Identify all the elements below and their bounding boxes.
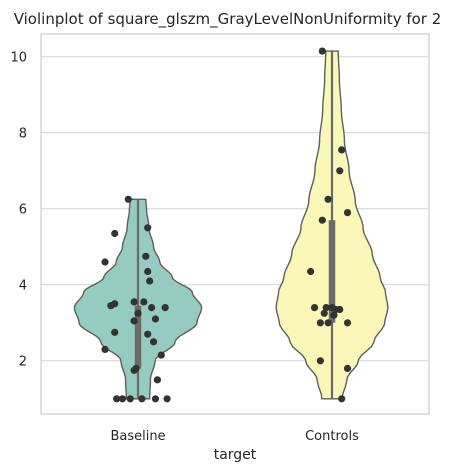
x-tick-label: Baseline — [110, 429, 165, 444]
data-point — [153, 376, 161, 384]
data-point — [130, 298, 138, 306]
data-point — [307, 267, 315, 276]
data-point — [146, 277, 154, 285]
data-point — [107, 302, 115, 310]
data-point — [318, 216, 326, 224]
y-tick-label: 2 — [19, 354, 27, 369]
data-point — [343, 319, 352, 327]
x-tick-label: Controls — [305, 429, 359, 444]
chart-title: Violinplot of square_glszm_GrayLevelNonU… — [14, 10, 442, 29]
data-point — [343, 209, 352, 217]
y-tick-label: 8 — [19, 126, 27, 141]
data-point — [157, 351, 165, 359]
y-tick-label: 6 — [19, 202, 27, 217]
data-point — [144, 267, 152, 276]
data-point — [310, 304, 319, 312]
data-point — [324, 319, 332, 327]
tick-labels: 2 4 6 8 10 Baseline Controls — [10, 50, 359, 444]
data-point — [130, 366, 138, 374]
data-point — [318, 47, 326, 55]
data-point — [101, 345, 109, 353]
data-point — [161, 304, 169, 312]
data-point — [124, 195, 132, 203]
data-point — [316, 357, 324, 365]
data-point — [343, 364, 352, 372]
data-point — [151, 395, 160, 403]
data-point — [320, 309, 328, 317]
data-point — [142, 252, 150, 260]
data-point — [147, 304, 156, 312]
data-point — [111, 328, 119, 336]
data-point — [134, 309, 142, 317]
violins — [73, 50, 389, 400]
data-point — [316, 319, 324, 327]
data-point — [144, 224, 152, 232]
data-point — [322, 304, 330, 312]
data-point — [338, 146, 346, 154]
y-tick-label: 10 — [10, 50, 27, 65]
data-point — [163, 395, 171, 403]
data-point — [324, 195, 332, 203]
data-point — [130, 317, 138, 325]
y-tick-label: 4 — [19, 278, 27, 293]
data-point — [138, 395, 146, 403]
data-points — [101, 47, 352, 403]
data-point — [151, 315, 160, 323]
data-point — [336, 305, 344, 314]
data-point — [101, 258, 109, 266]
data-point — [118, 395, 127, 403]
data-point — [336, 167, 344, 175]
plot-frame — [40, 33, 430, 415]
data-point — [338, 395, 346, 403]
data-point — [330, 311, 338, 319]
data-point — [140, 298, 148, 306]
data-point — [149, 338, 158, 346]
data-point — [144, 330, 152, 338]
data-point — [113, 395, 121, 403]
data-point — [111, 229, 119, 238]
x-axis-label: target — [214, 447, 257, 463]
data-point — [126, 395, 134, 403]
